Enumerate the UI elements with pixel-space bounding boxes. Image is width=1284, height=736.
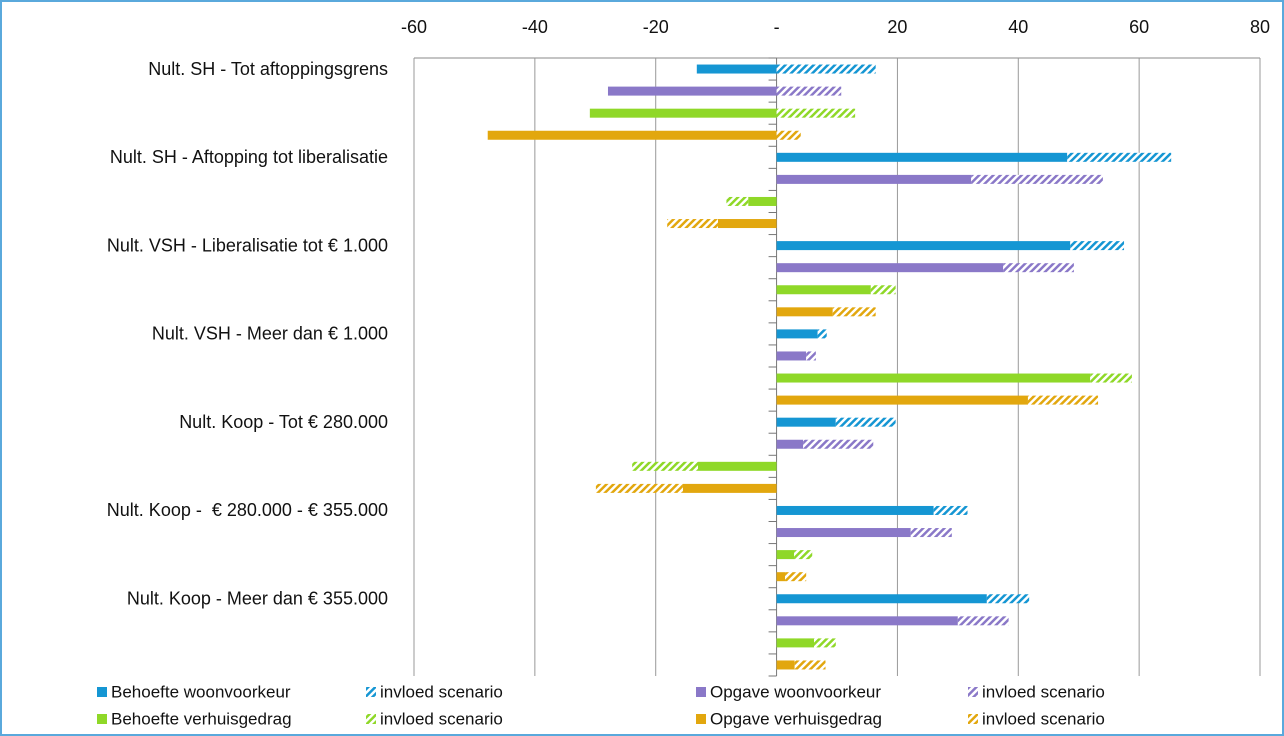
bar — [698, 461, 777, 471]
bar-hatched — [595, 483, 683, 493]
bar-hatched — [632, 461, 699, 471]
bar — [776, 417, 836, 427]
bar-hatched — [814, 638, 836, 648]
legend-label: invloed scenario — [380, 709, 503, 728]
x-tick-label: 20 — [887, 17, 907, 37]
category-label: Nult. SH - Aftopping tot liberalisatie — [110, 147, 388, 167]
legend-label: Opgave verhuisgedrag — [710, 709, 882, 728]
bar — [776, 439, 804, 449]
bar — [776, 660, 795, 670]
bar — [776, 572, 786, 582]
legend-label: invloed scenario — [982, 709, 1105, 728]
legend-label: invloed scenario — [380, 682, 503, 701]
legend-label: Behoefte verhuisgedrag — [111, 709, 292, 728]
bar — [776, 594, 987, 604]
bar — [682, 483, 777, 493]
bar — [717, 219, 777, 229]
bar-hatched — [870, 285, 896, 295]
bar-hatched — [817, 329, 827, 339]
x-tick-label: -20 — [643, 17, 669, 37]
bar — [487, 130, 777, 140]
x-tick-label: -40 — [522, 17, 548, 37]
bar — [776, 373, 1091, 383]
bar — [589, 108, 777, 118]
x-tick-label: 40 — [1008, 17, 1028, 37]
x-tick-label: - — [774, 17, 780, 37]
bar — [776, 395, 1028, 405]
category-label: Nult. SH - Tot aftoppingsgrens — [148, 59, 388, 79]
bar — [776, 616, 958, 626]
legend-swatch — [97, 714, 107, 724]
legend-swatch — [366, 714, 376, 724]
bar-hatched — [957, 616, 1009, 626]
legend-swatch — [366, 687, 376, 697]
bar — [776, 638, 815, 648]
legend-swatch — [696, 714, 706, 724]
bar-hatched — [726, 196, 749, 206]
bar-hatched — [1067, 152, 1172, 162]
bar — [776, 528, 911, 538]
bar-hatched — [1027, 395, 1099, 405]
category-label: Nult. Koop - Meer dan € 355.000 — [127, 588, 388, 608]
category-label: Nult. Koop - € 280.000 - € 355.000 — [107, 500, 388, 520]
bar — [607, 86, 777, 96]
bar — [776, 174, 972, 184]
legend-label: Behoefte woonvoorkeur — [111, 682, 291, 701]
legend-label: Opgave woonvoorkeur — [710, 682, 881, 701]
bar — [776, 550, 795, 560]
bar — [696, 64, 777, 74]
bar — [748, 196, 777, 206]
x-tick-label: 60 — [1129, 17, 1149, 37]
bar-hatched — [971, 174, 1103, 184]
bar-hatched — [776, 64, 876, 74]
bar-hatched — [1070, 241, 1125, 251]
bar — [776, 285, 871, 295]
legend-swatch — [696, 687, 706, 697]
bar-hatched — [794, 660, 826, 670]
bar — [776, 307, 833, 317]
bar-hatched — [794, 550, 813, 560]
legend-swatch — [97, 687, 107, 697]
bar-hatched — [667, 219, 718, 229]
bar — [776, 263, 1004, 273]
bar-hatched — [832, 307, 876, 317]
bar — [776, 505, 934, 515]
x-tick-label: -60 — [401, 17, 427, 37]
bar-hatched — [776, 130, 801, 140]
bar-hatched — [776, 86, 842, 96]
category-label: Nult. VSH - Liberalisatie tot € 1.000 — [107, 235, 388, 255]
legend-label: invloed scenario — [982, 682, 1105, 701]
legend-swatch — [968, 714, 978, 724]
bar — [776, 351, 807, 361]
bar — [776, 152, 1068, 162]
bar-hatched — [803, 439, 874, 449]
bar-hatched — [986, 594, 1030, 604]
legend-swatch — [968, 687, 978, 697]
bar-hatched — [785, 572, 807, 582]
x-tick-label: 80 — [1250, 17, 1270, 37]
bar-hatched — [806, 351, 816, 361]
bar-hatched — [1003, 263, 1074, 273]
bar — [776, 329, 818, 339]
bar — [776, 241, 1071, 251]
category-label: Nult. VSH - Meer dan € 1.000 — [152, 324, 388, 344]
bar-hatched — [933, 505, 968, 515]
bar-hatched — [910, 528, 952, 538]
bar-hatched — [776, 108, 856, 118]
bar-hatched — [1090, 373, 1132, 383]
category-label: Nult. Koop - Tot € 280.000 — [179, 412, 388, 432]
bar-hatched — [835, 417, 896, 427]
